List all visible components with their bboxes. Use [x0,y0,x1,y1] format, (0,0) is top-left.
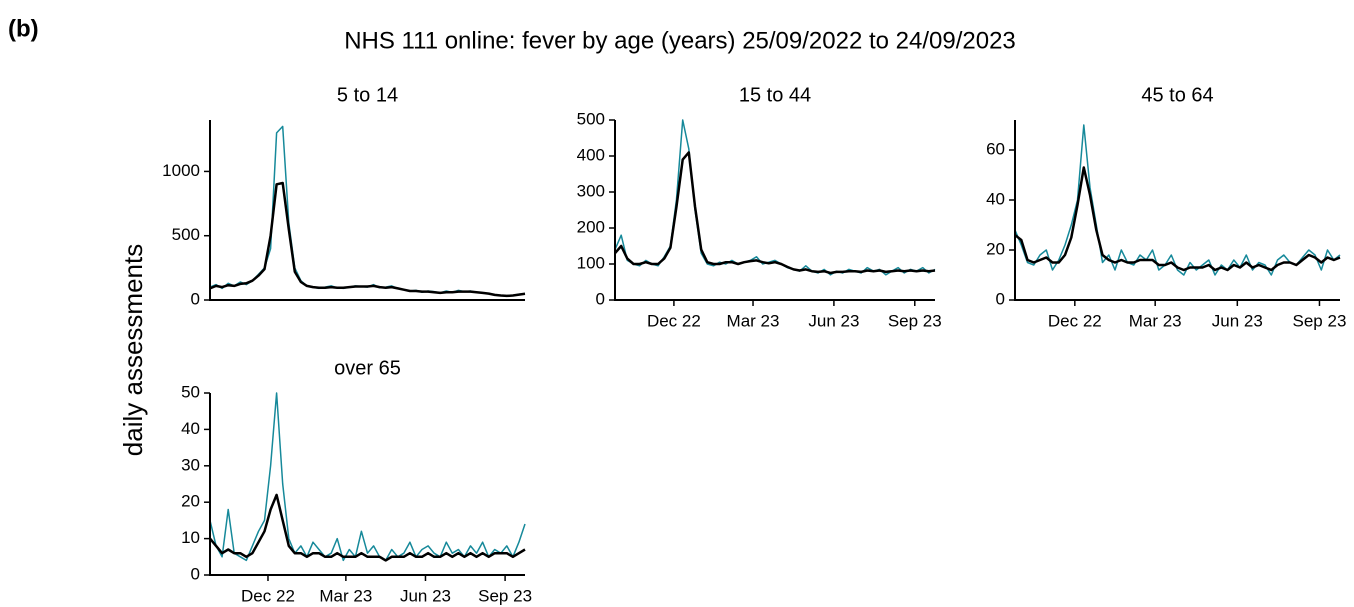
y-tick-label: 0 [191,289,200,308]
y-tick-label: 50 [181,382,200,401]
series-line [209,392,526,562]
y-tick-label: 0 [191,564,200,583]
series-line [209,181,526,298]
y-tick-label: 30 [181,455,200,474]
y-tick-label: 100 [577,253,605,272]
x-tick-label: Mar 23 [727,311,780,330]
y-tick-label: 40 [181,419,200,438]
x-tick-label: Mar 23 [319,586,372,605]
x-tick-label: Jun 23 [400,586,451,605]
x-tick-label: Mar 23 [1129,311,1182,330]
x-tick-label: Jun 23 [808,311,859,330]
y-axis-label: daily assessments [118,244,148,456]
y-tick-label: 10 [181,528,200,547]
y-tick-label: 60 [986,139,1005,158]
series-line [209,125,526,297]
x-tick-label: Sep 23 [888,311,942,330]
x-tick-label: Dec 22 [647,311,701,330]
series-line [614,151,936,275]
x-tick-label: Sep 23 [478,586,532,605]
y-tick-label: 40 [986,189,1005,208]
y-tick-label: 500 [577,109,605,128]
series-line [1014,166,1341,272]
panel-label: (b) [8,15,39,42]
y-tick-label: 400 [577,145,605,164]
x-tick-label: Sep 23 [1293,311,1347,330]
panel-title: 45 to 64 [1141,84,1213,106]
figure-title: NHS 111 online: fever by age (years) 25/… [344,27,1016,54]
y-tick-label: 200 [577,217,605,236]
y-tick-label: 20 [181,492,200,511]
x-tick-label: Jun 23 [1212,311,1263,330]
y-tick-label: 0 [996,289,1005,308]
series-line [614,119,936,276]
x-tick-label: Dec 22 [1048,311,1102,330]
panel-title: 15 to 44 [739,84,811,106]
y-tick-label: 0 [596,289,605,308]
y-tick-label: 300 [577,181,605,200]
y-tick-label: 1000 [162,161,200,180]
y-tick-label: 20 [986,239,1005,258]
series-line [1014,124,1341,276]
panel-title: 5 to 14 [337,84,398,106]
y-tick-label: 500 [172,225,200,244]
x-tick-label: Dec 22 [241,586,295,605]
panel-title: over 65 [334,357,401,379]
series-line [209,493,526,562]
